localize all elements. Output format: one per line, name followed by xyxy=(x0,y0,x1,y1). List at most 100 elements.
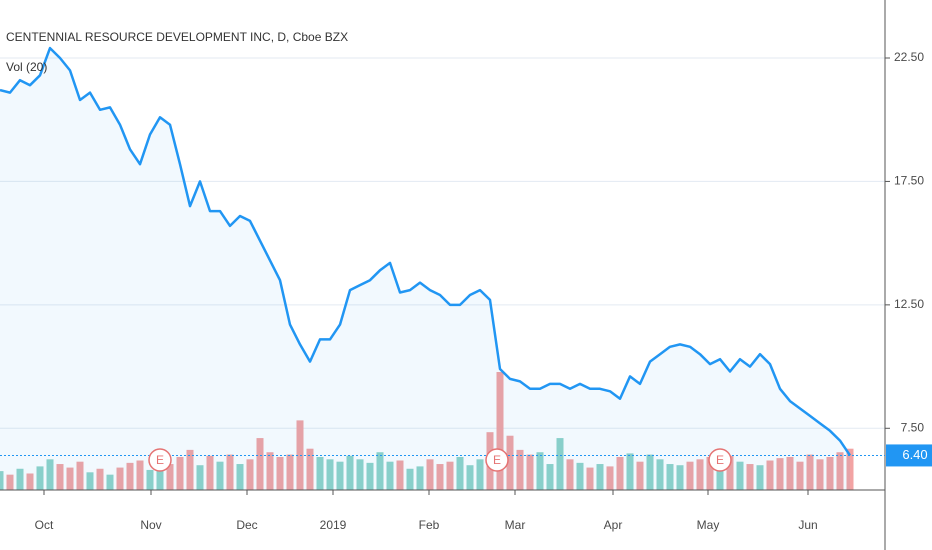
volume-bar xyxy=(826,456,834,490)
volume-bar xyxy=(76,461,84,490)
volume-bar xyxy=(276,456,284,490)
volume-bar xyxy=(6,474,14,490)
y-tick-label: 12.50 xyxy=(894,297,924,311)
last-price-label: 6.40 xyxy=(902,447,927,462)
volume-bar xyxy=(396,460,404,490)
volume-bar xyxy=(646,454,654,490)
x-tick-label: May xyxy=(697,518,720,532)
volume-bar xyxy=(696,459,704,490)
volume-bar xyxy=(806,454,814,490)
volume-bar xyxy=(636,461,644,490)
price-line xyxy=(0,46,852,457)
volume-bar xyxy=(316,456,324,490)
earnings-marker xyxy=(485,448,509,472)
volume-bar xyxy=(36,466,44,490)
volume-bar xyxy=(586,467,594,490)
x-tick-label: Jun xyxy=(798,518,817,532)
volume-bar xyxy=(186,449,194,490)
volume-bar xyxy=(426,459,434,490)
volume-bar xyxy=(206,455,214,490)
volume-bar xyxy=(466,465,474,490)
volume-bar xyxy=(616,456,624,490)
volume-bar xyxy=(496,372,504,490)
volume-bar xyxy=(336,461,344,490)
last-price-box xyxy=(886,444,932,467)
volume-bar xyxy=(86,472,94,490)
volume-bar xyxy=(166,464,174,490)
volume-bar xyxy=(536,452,544,490)
volume-bar xyxy=(366,462,374,490)
volume-bar xyxy=(706,456,714,490)
volume-bar xyxy=(656,459,664,490)
earnings-marker xyxy=(148,448,172,472)
volume-bar xyxy=(256,438,264,490)
volume-bar xyxy=(456,456,464,490)
volume-bar xyxy=(266,452,274,490)
x-tick-label: Mar xyxy=(505,518,526,532)
volume-bar xyxy=(676,465,684,490)
volume-bar xyxy=(606,466,614,490)
volume-bar xyxy=(146,469,154,490)
volume-bar xyxy=(666,464,674,490)
volume-bar xyxy=(446,461,454,490)
earnings-label: E xyxy=(493,453,501,467)
earnings-label: E xyxy=(716,453,724,467)
x-tick-label: Feb xyxy=(419,518,440,532)
y-tick-label: 22.50 xyxy=(894,50,924,64)
volume-bar xyxy=(766,460,774,490)
volume-bar xyxy=(516,449,524,490)
indicator-label: Vol (20) xyxy=(6,60,47,74)
volume-bar xyxy=(386,461,394,490)
volume-bar xyxy=(546,464,554,490)
price-area xyxy=(0,48,850,490)
volume-bar xyxy=(246,459,254,490)
x-tick-label: 2019 xyxy=(320,518,347,532)
volume-bar xyxy=(106,474,114,490)
volume-bar xyxy=(66,467,74,490)
volume-bar xyxy=(436,464,444,490)
volume-bar xyxy=(326,459,334,490)
volume-bar xyxy=(16,468,24,490)
volume-bar xyxy=(26,473,34,490)
volume-bar xyxy=(746,464,754,490)
volume-bar xyxy=(846,448,854,490)
volume-bar xyxy=(406,468,414,490)
volume-bar xyxy=(836,452,844,490)
volume-bar xyxy=(306,448,314,490)
volume-bar xyxy=(816,459,824,490)
volume-bar xyxy=(576,462,584,490)
volume-bar xyxy=(776,458,784,490)
volume-bar xyxy=(786,456,794,490)
earnings-marker xyxy=(708,448,732,472)
x-tick-label: Apr xyxy=(604,518,623,532)
chart-title: CENTENNIAL RESOURCE DEVELOPMENT INC, D, … xyxy=(6,30,348,44)
volume-bar xyxy=(56,464,64,490)
volume-bar xyxy=(176,456,184,490)
volume-bar xyxy=(796,461,804,490)
volume-bar xyxy=(626,453,634,490)
earnings-label: E xyxy=(156,453,164,467)
volume-bar xyxy=(596,464,604,490)
volume-bar xyxy=(556,438,564,490)
volume-bar xyxy=(96,468,104,490)
volume-bar xyxy=(126,462,134,490)
volume-bar xyxy=(286,454,294,490)
volume-bar xyxy=(686,461,694,490)
volume-bar xyxy=(726,455,734,490)
volume-bar xyxy=(506,435,514,490)
volume-bar xyxy=(736,461,744,490)
volume-bar xyxy=(0,471,4,490)
volume-bar xyxy=(156,467,164,490)
volume-bar xyxy=(756,465,764,490)
y-tick-label: 17.50 xyxy=(894,174,924,188)
volume-bar xyxy=(566,459,574,490)
volume-bar xyxy=(356,459,364,490)
volume-bar xyxy=(116,467,124,490)
volume-bar xyxy=(196,465,204,490)
x-tick-label: Dec xyxy=(236,518,257,532)
volume-bar xyxy=(46,459,54,490)
volume-bar xyxy=(136,460,144,490)
volume-bar xyxy=(236,464,244,490)
volume-bar xyxy=(716,460,724,490)
volume-bar xyxy=(416,466,424,490)
